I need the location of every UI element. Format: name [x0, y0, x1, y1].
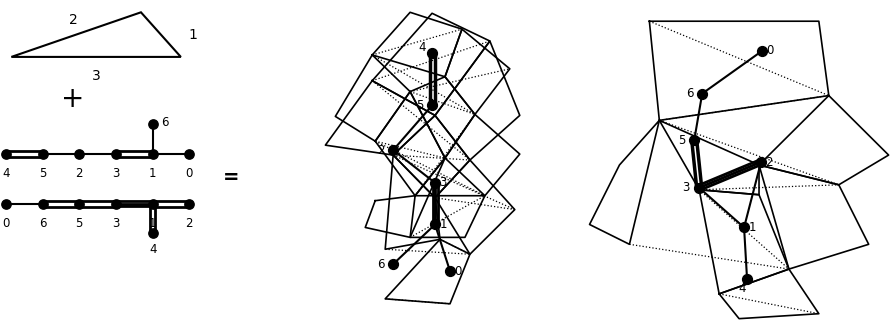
Point [428, 180, 442, 185]
Text: 1: 1 [189, 28, 198, 42]
Point [386, 261, 401, 267]
Text: 3: 3 [440, 176, 447, 189]
Point [737, 225, 751, 230]
Point [36, 201, 50, 206]
Point [755, 48, 769, 53]
Point [0, 201, 13, 206]
Point [695, 91, 709, 96]
Text: 4: 4 [3, 167, 10, 180]
Text: 1: 1 [149, 216, 157, 230]
Point [182, 201, 196, 206]
Text: 2: 2 [765, 156, 772, 169]
Text: 1: 1 [149, 167, 157, 180]
Text: 4: 4 [739, 282, 746, 295]
Point [36, 152, 50, 157]
Text: 1: 1 [748, 221, 756, 234]
Point [425, 103, 439, 108]
Text: 3: 3 [92, 69, 101, 83]
Point [0, 152, 13, 157]
Point [386, 147, 401, 153]
Text: 6: 6 [687, 87, 694, 100]
Text: 0: 0 [454, 265, 462, 277]
Text: 6: 6 [377, 258, 385, 271]
Point [145, 201, 160, 206]
Point [145, 231, 160, 236]
Text: 5: 5 [76, 216, 83, 230]
Text: =: = [222, 168, 239, 187]
Text: 2: 2 [377, 144, 385, 156]
Text: 2: 2 [69, 13, 78, 27]
Point [72, 201, 87, 206]
Point [145, 122, 160, 127]
Text: 4: 4 [418, 41, 425, 54]
Text: 1: 1 [439, 218, 447, 231]
Text: +: + [62, 84, 85, 112]
Point [109, 201, 123, 206]
Text: 0: 0 [3, 216, 10, 230]
Point [740, 276, 755, 282]
Text: 3: 3 [112, 216, 120, 230]
Text: 2: 2 [76, 167, 83, 180]
Text: 0: 0 [186, 167, 193, 180]
Point [428, 222, 442, 227]
Text: 0: 0 [766, 44, 773, 57]
Point [182, 152, 196, 157]
Text: 4: 4 [149, 243, 157, 256]
Point [692, 185, 706, 190]
Point [109, 152, 123, 157]
Point [442, 269, 457, 274]
Point [687, 138, 701, 143]
Text: 5: 5 [679, 134, 686, 147]
Point [754, 159, 768, 165]
Point [425, 50, 439, 55]
Text: 2: 2 [185, 216, 193, 230]
Text: 6: 6 [161, 116, 169, 129]
Point [72, 152, 87, 157]
Text: 3: 3 [112, 167, 120, 180]
Text: 6: 6 [39, 216, 47, 230]
Text: 3: 3 [682, 181, 690, 194]
Text: 5: 5 [417, 99, 424, 112]
Point [145, 152, 160, 157]
Text: 5: 5 [39, 167, 47, 180]
